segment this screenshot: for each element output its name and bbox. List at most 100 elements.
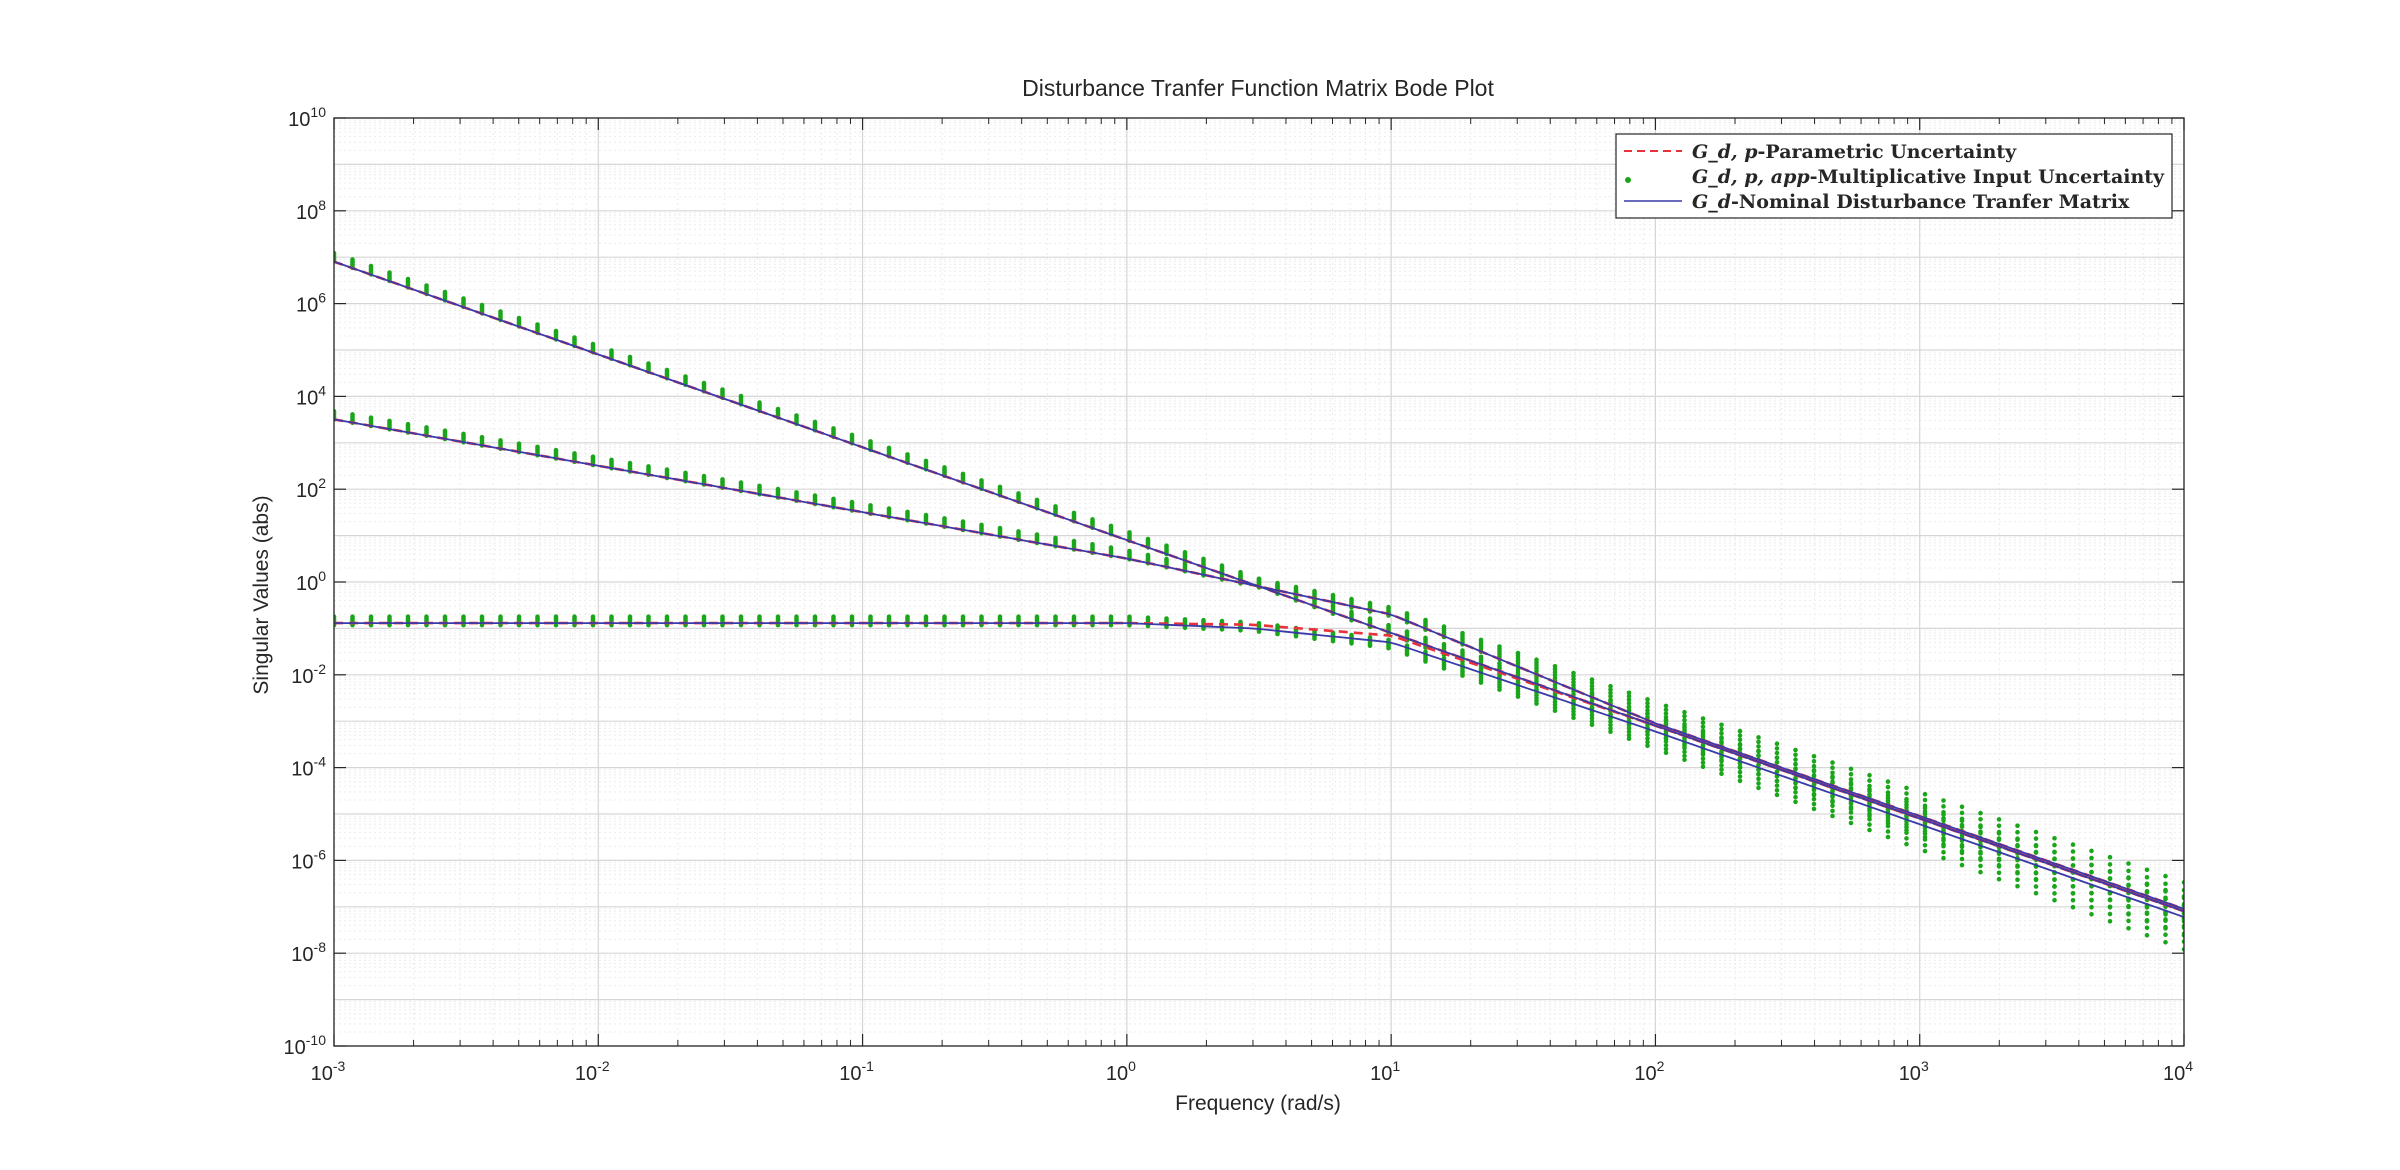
data-point xyxy=(1608,719,1613,724)
data-point xyxy=(738,393,744,399)
data-point xyxy=(775,486,781,492)
data-point xyxy=(1700,724,1706,729)
data-point xyxy=(1367,600,1373,606)
data-point xyxy=(1885,829,1891,834)
data-point xyxy=(1700,720,1706,725)
series-line xyxy=(334,418,2184,910)
data-point xyxy=(2089,862,2094,868)
data-point xyxy=(1941,849,1946,855)
data-point xyxy=(1700,732,1706,738)
data-point xyxy=(2052,891,2057,896)
data-point xyxy=(2089,897,2094,903)
data-point xyxy=(1978,829,1983,834)
data-point xyxy=(1756,739,1761,745)
data-point xyxy=(683,614,688,619)
data-point xyxy=(1737,778,1743,784)
data-point xyxy=(424,425,429,430)
data-point xyxy=(1071,538,1077,544)
data-point xyxy=(1053,614,1058,619)
data-point xyxy=(1793,752,1798,758)
plot-area[interactable]: 10-3 10-2 10-1 100 101 102 103 104 10-10 10-8 10-6… xyxy=(284,104,2194,1085)
data-point xyxy=(2144,890,2150,895)
data-point xyxy=(757,400,762,405)
series-layer xyxy=(334,250,2184,952)
data-point xyxy=(1793,766,1798,772)
data-point xyxy=(1719,735,1724,740)
data-point xyxy=(812,614,818,619)
legend[interactable]: G_d, p-Parametric Uncertainty G_d, p, app… xyxy=(1615,133,2173,219)
data-point xyxy=(1515,650,1521,656)
data-point xyxy=(627,614,633,619)
data-point xyxy=(1793,775,1798,781)
data-point xyxy=(1386,637,1391,643)
data-point xyxy=(1330,592,1336,598)
data-point xyxy=(1386,622,1391,628)
axes xyxy=(333,117,2185,1047)
data-point xyxy=(590,341,596,347)
data-point xyxy=(2163,932,2168,937)
x-tick-labels: 10-3 10-2 10-1 100 101 102 103 104 xyxy=(311,1058,2194,1085)
data-point xyxy=(2015,842,2020,848)
legend-item-dots[interactable]: G_d, p, app-Multiplicative Input Uncerta… xyxy=(1625,166,2165,188)
data-point xyxy=(1922,803,1928,809)
data-point xyxy=(1589,722,1595,727)
data-point xyxy=(849,432,855,438)
data-point xyxy=(1016,491,1021,496)
data-point xyxy=(1922,797,1928,803)
data-point xyxy=(2052,897,2057,903)
data-point xyxy=(701,614,707,619)
data-point xyxy=(1608,726,1613,731)
data-point xyxy=(1774,792,1780,798)
data-point xyxy=(2126,876,2131,881)
data-point xyxy=(1275,580,1280,586)
data-point xyxy=(997,525,1003,531)
data-point xyxy=(424,614,429,619)
data-point xyxy=(1700,760,1706,766)
data-point xyxy=(1756,781,1761,786)
data-point xyxy=(461,296,466,301)
data-point xyxy=(368,415,374,421)
data-point xyxy=(1719,722,1724,728)
data-point xyxy=(1774,741,1780,746)
y-tick-label: 1010 xyxy=(288,104,326,131)
data-point xyxy=(905,614,910,619)
data-point xyxy=(442,428,448,434)
x-tick-label: 103 xyxy=(1899,1058,1929,1085)
data-point xyxy=(1682,753,1687,759)
data-point xyxy=(2089,890,2094,896)
data-point xyxy=(535,322,540,327)
data-point xyxy=(2126,918,2131,924)
x-tick-label: 100 xyxy=(1106,1058,1136,1085)
data-point xyxy=(1127,530,1132,535)
data-point xyxy=(1793,799,1798,805)
data-point xyxy=(1071,510,1077,516)
data-point xyxy=(923,512,929,518)
legend-item-dashed[interactable]: G_d, p-Parametric Uncertainty xyxy=(1624,141,2017,163)
data-point xyxy=(1774,746,1780,751)
data-point xyxy=(2052,849,2057,855)
legend-box xyxy=(1615,133,2173,219)
data-point xyxy=(1737,774,1743,779)
data-point xyxy=(1238,619,1243,625)
data-point xyxy=(498,309,503,314)
data-point xyxy=(1608,722,1613,728)
data-point xyxy=(2163,924,2168,930)
data-point xyxy=(1978,810,1983,816)
data-point xyxy=(1978,863,1983,869)
data-point xyxy=(2070,884,2076,889)
data-point xyxy=(849,614,855,619)
legend-item-solid[interactable]: G_d-Nominal Disturbance Tranfer Matrix xyxy=(1624,191,2130,213)
data-point xyxy=(2033,890,2039,896)
data-point xyxy=(2052,856,2057,861)
data-point xyxy=(1275,623,1280,628)
data-point xyxy=(1737,765,1743,771)
data-point xyxy=(1811,773,1817,779)
data-point xyxy=(1608,697,1613,702)
data-point xyxy=(794,614,799,619)
data-point xyxy=(1626,694,1632,699)
data-point xyxy=(387,418,392,424)
data-point xyxy=(1885,779,1891,784)
data-point xyxy=(1811,806,1817,812)
data-point xyxy=(1608,687,1613,692)
data-point xyxy=(1589,683,1595,689)
